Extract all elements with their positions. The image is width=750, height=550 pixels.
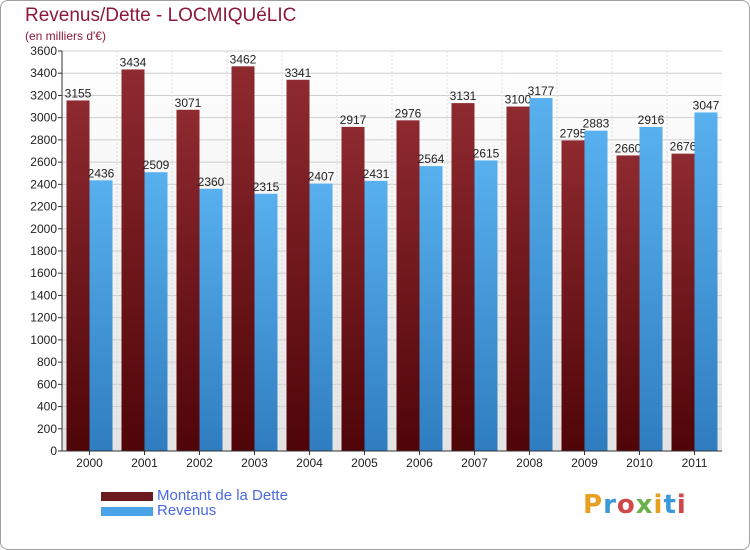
x-tick-label: 2007: [461, 456, 488, 470]
x-tick-label: 2004: [296, 456, 323, 470]
bar-revenus: [419, 166, 443, 451]
logo-letter: P: [583, 490, 604, 520]
data-label-dette: 3100: [505, 93, 532, 107]
bar-dette: [671, 153, 695, 451]
bar-revenus: [639, 127, 663, 451]
bar-revenus: [89, 180, 113, 452]
y-tick-label: 400: [37, 400, 57, 414]
data-label-dette: 2976: [395, 106, 422, 120]
bar-dette: [231, 66, 255, 451]
x-tick-label: 2005: [351, 456, 378, 470]
y-tick-label: 3200: [30, 88, 57, 102]
logo-letter: t: [663, 490, 677, 520]
data-label-dette: 3434: [120, 55, 147, 69]
x-tick-label: 2002: [186, 456, 213, 470]
y-tick-label: 1000: [30, 333, 57, 347]
data-label-dette: 3071: [175, 96, 202, 110]
y-tick-label: 2600: [30, 155, 57, 169]
y-tick-label: 3600: [30, 44, 57, 58]
data-label-revenus: 2615: [473, 146, 500, 160]
bar-dette: [66, 100, 90, 451]
y-tick-label: 2400: [30, 177, 57, 191]
logo-letter: i: [653, 490, 664, 520]
data-label-revenus: 2436: [88, 166, 115, 180]
y-tick-label: 800: [37, 355, 57, 369]
y-tick-label: 1600: [30, 266, 57, 280]
y-tick-label: 200: [37, 422, 57, 436]
x-tick-label: 2009: [571, 456, 598, 470]
legend-swatch-revenus: [101, 507, 153, 516]
bar-revenus: [584, 130, 608, 451]
x-tick-label: 2011: [682, 456, 708, 470]
data-label-revenus: 2407: [308, 170, 335, 184]
data-label-revenus: 2431: [363, 167, 390, 181]
logo-letter: i: [676, 490, 687, 520]
logo-letter: r: [603, 490, 617, 520]
data-label-dette: 2795: [560, 126, 587, 140]
data-label-dette: 2676: [670, 140, 697, 154]
legend-item-revenus: Revenus: [101, 502, 361, 520]
data-label-revenus: 3047: [693, 98, 720, 112]
y-tick-label: 1800: [30, 244, 57, 258]
y-tick-label: 2000: [30, 222, 57, 236]
data-label-revenus: 2360: [198, 175, 225, 189]
bar-revenus: [254, 193, 278, 451]
bar-dette: [121, 69, 145, 451]
x-tick-label: 2001: [131, 456, 158, 470]
y-tick-label: 600: [37, 377, 57, 391]
data-label-dette: 2660: [615, 141, 642, 155]
proxiti-logo: Proxiti: [583, 490, 687, 520]
y-tick-label: 1200: [30, 311, 57, 325]
bar-dette: [616, 155, 640, 451]
x-tick-label: 2000: [76, 456, 103, 470]
legend-label-revenus: Revenus: [157, 502, 217, 519]
data-label-revenus: 2564: [418, 152, 445, 166]
data-label-dette: 3341: [285, 66, 312, 80]
chart-subtitle: (en milliers d'€): [25, 29, 106, 43]
x-tick-label: 2010: [626, 456, 653, 470]
legend-label-dette: Montant de la Dette: [157, 487, 288, 504]
y-tick-label: 3400: [30, 66, 57, 80]
y-tick-label: 1400: [30, 288, 57, 302]
logo-letter: o: [616, 490, 636, 520]
bar-revenus: [144, 172, 168, 451]
legend-item-dette: Montant de la Dette: [101, 487, 361, 505]
data-label-dette: 3462: [230, 52, 257, 66]
y-tick-label: 2200: [30, 200, 57, 214]
y-tick-label: 0: [50, 444, 57, 458]
bar-dette: [176, 109, 200, 452]
legend-swatch-dette: [101, 492, 153, 501]
x-tick-label: 2006: [406, 456, 433, 470]
data-label-revenus: 2916: [638, 113, 665, 127]
bar-revenus: [309, 183, 333, 452]
data-label-revenus: 2509: [143, 158, 170, 172]
y-tick-label: 3000: [30, 111, 57, 125]
bar-dette: [506, 106, 530, 452]
bar-dette: [451, 103, 475, 451]
x-tick-label: 2003: [241, 456, 268, 470]
data-label-dette: 3131: [450, 89, 477, 103]
data-label-dette: 2917: [340, 113, 367, 127]
bar-revenus: [364, 180, 388, 451]
bar-dette: [561, 140, 585, 451]
y-tick-label: 2800: [30, 133, 57, 147]
data-label-revenus: 2883: [583, 117, 610, 131]
bar-revenus: [694, 112, 718, 451]
bar-dette: [341, 126, 365, 451]
bar-revenus: [474, 160, 498, 451]
data-label-revenus: 2315: [253, 180, 280, 194]
logo-letter: x: [635, 490, 654, 520]
x-tick-label: 2008: [516, 456, 543, 470]
data-label-revenus: 3177: [528, 84, 555, 98]
bar-revenus: [529, 98, 553, 451]
bar-revenus: [199, 188, 223, 451]
bar-dette: [286, 79, 310, 452]
bar-dette: [396, 120, 420, 451]
chart-title: Revenus/Dette - LOCMIQUéLIC: [25, 5, 297, 26]
data-label-dette: 3155: [65, 86, 92, 100]
